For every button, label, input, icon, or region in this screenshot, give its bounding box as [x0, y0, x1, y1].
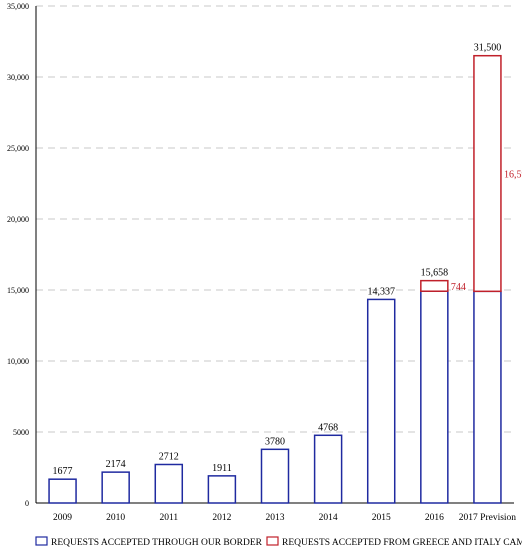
- y-tick-label: 30,000: [7, 73, 29, 82]
- bar-camps: [473, 54, 502, 293]
- bar-border: [313, 434, 343, 504]
- total-value-label: 1911: [212, 463, 232, 474]
- x-tick-label: 2017 Prevision: [459, 513, 517, 523]
- bar-border: [101, 471, 130, 504]
- y-tick-label: 15,000: [7, 286, 29, 295]
- x-tick-label: 2016: [425, 513, 444, 523]
- x-axis-ticks: 2009 2010 2011 2012 2013 2014 2015 2016 2017 Pre…: [53, 513, 516, 523]
- bars: [48, 54, 502, 504]
- y-tick-label: 35,000: [7, 2, 29, 11]
- segment-value-label: 744: [451, 282, 466, 293]
- bar-border: [48, 478, 77, 504]
- x-tick-label: 2015: [372, 513, 391, 523]
- y-tick-label: 0: [25, 499, 29, 508]
- x-tick-label: 2010: [106, 513, 125, 523]
- total-value-label: 3780: [265, 436, 285, 447]
- y-tick-label: 10,000: [7, 357, 29, 366]
- bar-border: [207, 475, 237, 504]
- legend-swatch-camps: [266, 536, 279, 546]
- legend-label-camps: REQUESTS ACCEPTED FROM GREECE AND ITALY …: [282, 538, 522, 548]
- x-tick-label: 2014: [319, 513, 338, 523]
- total-value-label: 4768: [318, 422, 338, 433]
- y-tick-label: 25,000: [7, 144, 29, 153]
- y-tick-label: 20,000: [7, 215, 29, 224]
- segment-value-label: 16,593: [504, 170, 522, 181]
- x-tick-label: 2013: [266, 513, 285, 523]
- x-tick-label: 2011: [159, 513, 178, 523]
- total-value-label: 2174: [106, 459, 126, 470]
- x-tick-label: 2012: [212, 513, 231, 523]
- total-value-label: 2712: [159, 451, 179, 462]
- bar-camps: [420, 279, 449, 292]
- x-tick-label: 2009: [53, 513, 72, 523]
- bar-border: [260, 448, 290, 504]
- total-value-label: 1677: [53, 466, 73, 477]
- bar-border: [366, 298, 396, 504]
- y-axis-ticks: 0 5000 10,000 15,000 20,000 25,000 30,000 35,00…: [7, 2, 29, 508]
- legend-label-border: REQUESTS ACCEPTED THROUGH OUR BORDER: [51, 538, 263, 548]
- bar-border: [154, 463, 184, 504]
- total-value-label: 15,658: [421, 268, 449, 279]
- legend: REQUESTS ACCEPTED THROUGH OUR BORDER REQ…: [35, 536, 522, 548]
- total-value-label: 14,337: [367, 286, 395, 297]
- bar-border: [473, 290, 502, 504]
- bar-border: [420, 290, 449, 504]
- total-value-label: 31,500: [474, 43, 502, 54]
- legend-swatch-border: [35, 536, 48, 546]
- y-tick-label: 5000: [13, 428, 29, 437]
